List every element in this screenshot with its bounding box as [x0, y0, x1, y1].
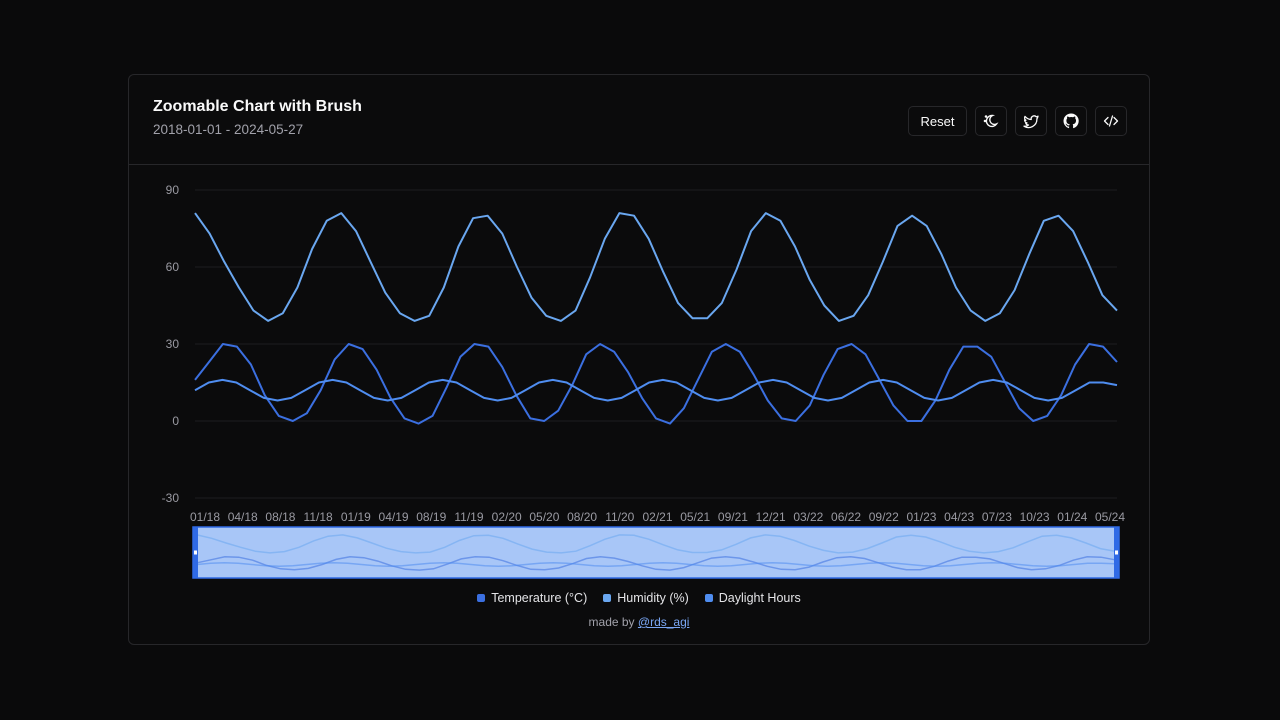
legend-item-humidity[interactable]: Humidity (%): [603, 591, 689, 605]
code-button[interactable]: [1095, 106, 1127, 136]
series-line: [194, 378, 1118, 402]
x-tick-label: 04/19: [379, 510, 409, 524]
theme-toggle-button[interactable]: [975, 106, 1007, 136]
y-tick-label: -30: [162, 491, 180, 505]
legend-label: Humidity (%): [617, 591, 689, 605]
twitter-icon: [1023, 115, 1039, 129]
legend-swatch: [704, 594, 713, 602]
card-header: Zoomable Chart with Brush 2018-01-01 - 2…: [129, 75, 1149, 165]
x-tick-label: 01/24: [1057, 510, 1087, 524]
chart-title: Zoomable Chart with Brush: [153, 98, 362, 115]
chart-legend: Temperature (°C) Humidity (%) Daylight H…: [129, 591, 1149, 605]
chart-card: Zoomable Chart with Brush 2018-01-01 - 2…: [128, 74, 1150, 645]
date-range: 2018-01-01 - 2024-05-27: [153, 122, 304, 137]
x-tick-label: 08/20: [567, 510, 597, 524]
github-button[interactable]: [1055, 106, 1087, 136]
x-tick-label: 01/19: [341, 510, 371, 524]
x-tick-label: 01/18: [190, 510, 220, 524]
x-tick-label: 05/21: [680, 510, 710, 524]
legend-item-daylight[interactable]: Daylight Hours: [704, 591, 801, 605]
x-tick-label: 09/21: [718, 510, 748, 524]
x-tick-label: 02/20: [492, 510, 522, 524]
x-tick-label: 10/23: [1020, 510, 1050, 524]
legend-label: Daylight Hours: [718, 591, 801, 605]
legend-swatch: [603, 594, 612, 602]
x-tick-label: 04/23: [944, 510, 974, 524]
github-icon: [1063, 113, 1079, 129]
legend-item-temperature[interactable]: Temperature (°C): [477, 591, 587, 605]
x-tick-label: 03/22: [793, 510, 823, 524]
series-line: [194, 212, 1118, 322]
brush-series-line: [196, 534, 1116, 554]
legend-label: Temperature (°C): [491, 591, 588, 605]
brush-series-line: [196, 556, 1116, 571]
series-line: [194, 343, 1118, 425]
credit-prefix: made by: [588, 615, 635, 629]
x-tick-label: 12/21: [756, 510, 786, 524]
x-tick-label: 06/22: [831, 510, 861, 524]
y-tick-label: 30: [166, 337, 180, 351]
y-tick-label: 0: [172, 414, 179, 428]
twitter-button[interactable]: [1015, 106, 1047, 136]
x-tick-label: 01/23: [906, 510, 936, 524]
y-tick-label: 60: [166, 260, 180, 274]
x-tick-label: 07/23: [982, 510, 1012, 524]
x-tick-label: 02/21: [642, 510, 672, 524]
line-chart[interactable]: 90 60 30 0 -30 01/18 04/18 08/18 11/18 01/19 04/19…: [129, 75, 1149, 585]
reset-button[interactable]: Reset: [908, 106, 967, 136]
credit-line: made by @rds_agi: [129, 615, 1149, 629]
legend-swatch: [477, 594, 486, 602]
x-tick-label: 11/19: [454, 510, 483, 524]
y-tick-label: 90: [166, 183, 180, 197]
x-tick-label: 08/19: [416, 510, 446, 524]
author-link[interactable]: @rds_agi: [637, 615, 690, 629]
brush-series-line: [196, 562, 1116, 568]
brush-grip-right: [1115, 550, 1118, 555]
x-tick-label: 08/18: [265, 510, 295, 524]
x-tick-label: 11/18: [304, 510, 333, 524]
x-tick-label: 04/18: [228, 510, 258, 524]
theme-toggle-icon: [983, 114, 999, 128]
x-tick-label: 09/22: [869, 510, 899, 524]
code-icon: [1103, 115, 1119, 127]
x-tick-label: 11/20: [605, 510, 634, 524]
x-tick-label: 05/24: [1095, 510, 1125, 524]
x-tick-label: 05/20: [529, 510, 559, 524]
brush-grip-left: [194, 550, 197, 555]
